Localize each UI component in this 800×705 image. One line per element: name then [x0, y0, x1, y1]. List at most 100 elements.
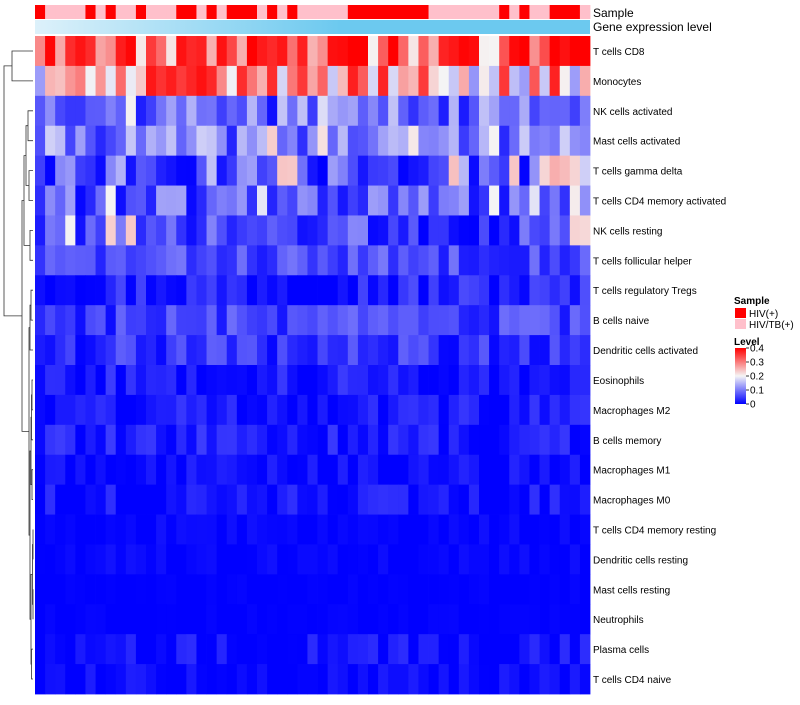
sample-annotation-cell [519, 5, 530, 19]
heatmap-cell [115, 664, 127, 695]
heatmap-cell [509, 125, 520, 157]
heatmap-cell [85, 664, 96, 695]
heatmap-cell [357, 365, 369, 396]
heatmap-cell [216, 185, 228, 216]
heatmap-cell [55, 65, 66, 97]
heatmap-cell [418, 36, 429, 67]
heatmap-cell [95, 394, 107, 426]
heatmap-cell [448, 454, 460, 486]
heatmap-cell [549, 454, 561, 486]
heatmap-cell [196, 604, 207, 635]
heatmap-cell [579, 125, 591, 157]
heatmap-cell [105, 484, 117, 515]
heatmap-cell [509, 185, 520, 216]
sample-annotation-cell [468, 5, 480, 19]
heatmap-cell [398, 484, 409, 515]
heatmap-cell [216, 634, 228, 665]
heatmap-cell [115, 215, 127, 246]
heatmap-cell [267, 664, 278, 695]
heatmap-cell [206, 65, 218, 97]
heatmap-cell [368, 335, 379, 366]
heatmap-cell [226, 36, 238, 67]
heatmap-cell [125, 335, 137, 366]
heatmap-cell [35, 125, 46, 157]
heatmap-cell [146, 634, 157, 665]
heatmap-cell [206, 604, 218, 635]
heatmap-cell [559, 664, 571, 695]
sample-annotation-cell [388, 5, 399, 19]
heatmap-cell [408, 574, 419, 605]
heatmap-cell [357, 544, 369, 575]
heatmap-cell [85, 155, 96, 186]
heatmap-cell [307, 365, 318, 396]
heatmap-cell [499, 484, 510, 515]
heatmap-cell [468, 65, 480, 97]
heatmap-cell [135, 634, 147, 665]
heatmap-cell [317, 394, 329, 426]
heatmap-cell [297, 36, 308, 67]
heatmap-cell [115, 394, 127, 426]
heatmap-cell [519, 514, 530, 545]
row-label: Neutrophils [593, 615, 644, 626]
heatmap-cell [368, 305, 379, 336]
heatmap-cell [499, 36, 510, 67]
heatmap-cell [246, 365, 258, 396]
sample-annotation-cell [45, 5, 56, 19]
heatmap-cell [408, 544, 419, 575]
heatmap-cell [287, 634, 298, 665]
heatmap-cell [226, 484, 238, 515]
heatmap-cell [579, 424, 591, 456]
heatmap-cell [529, 544, 540, 575]
heatmap-cell [186, 65, 197, 97]
heatmap-cell [458, 185, 470, 216]
heatmap-cell [559, 95, 571, 127]
heatmap-cell [297, 514, 308, 545]
heatmap-cell [85, 544, 96, 575]
heatmap-cell [206, 544, 218, 575]
heatmap-cell [75, 514, 86, 545]
heatmap-cell [499, 514, 510, 545]
heatmap-cell [468, 664, 480, 695]
heatmap-cell [307, 275, 318, 306]
heatmap-cell [156, 335, 167, 366]
heatmap-cell [166, 664, 177, 695]
heatmap-cell [95, 215, 107, 246]
heatmap-cell [539, 454, 551, 486]
heatmap-cell [529, 245, 540, 276]
heatmap-cell [468, 484, 480, 515]
sample-annotation-cell [307, 5, 318, 19]
heatmap-cell [428, 424, 440, 456]
heatmap-cell [337, 454, 349, 486]
heatmap-cell [216, 95, 228, 127]
heatmap-cell [287, 544, 298, 575]
heatmap-cell [125, 65, 137, 97]
heatmap-cell [287, 65, 298, 97]
heatmap-cell [196, 365, 207, 396]
row-label: NK cells activated [593, 107, 672, 118]
heatmap-cell [85, 514, 96, 545]
legend-level-title: Level [734, 337, 760, 348]
heatmap-cell [277, 634, 288, 665]
heatmap-cell [226, 604, 238, 635]
heatmap-cell [428, 514, 440, 545]
heatmap-cell [236, 335, 248, 366]
heatmap-cell [176, 95, 187, 127]
heatmap-cell [75, 604, 86, 635]
heatmap-cell [75, 634, 86, 665]
heatmap-cell [489, 394, 500, 426]
heatmap-cell [156, 185, 167, 216]
heatmap-cell [45, 155, 56, 186]
sample-annotation-cell [55, 5, 66, 19]
dendrogram-branch [29, 304, 33, 351]
heatmap-cell [509, 95, 520, 127]
dendrogram-branch [30, 289, 33, 321]
heatmap-cell [428, 36, 440, 67]
heatmap-cell [519, 394, 530, 426]
heatmap-cell [287, 215, 298, 246]
heatmap-cell [45, 454, 56, 486]
heatmap-cell [115, 365, 127, 396]
sample-annotation-cell [257, 5, 268, 19]
heatmap-cell [539, 215, 551, 246]
heatmap-cell [479, 335, 490, 366]
heatmap-cell [166, 454, 177, 486]
